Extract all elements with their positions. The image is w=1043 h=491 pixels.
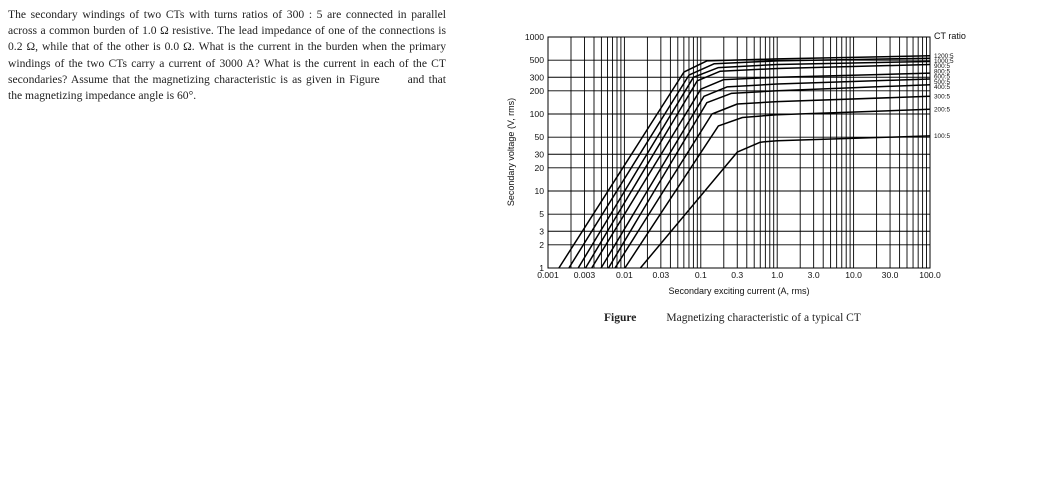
figure-caption-text: Magnetizing characteristic of a typical … <box>666 312 861 324</box>
series-line <box>639 135 931 269</box>
y-tick-label: 1 <box>539 263 544 273</box>
y-tick-label: 2 <box>539 240 544 250</box>
chart-grid <box>547 36 931 269</box>
x-tick-label: 1.0 <box>771 270 783 280</box>
x-tick-label: 0.3 <box>731 270 743 280</box>
chart-labels: Secondary voltage (V, rms) Secondary exc… <box>506 31 966 296</box>
series-line <box>584 63 931 269</box>
series-line <box>591 72 931 269</box>
series-line <box>607 83 931 269</box>
y-tick-label: 20 <box>534 163 544 173</box>
series-line <box>577 60 931 269</box>
legend-title: CT ratio <box>934 31 966 41</box>
series-label: 900:5 <box>934 63 950 70</box>
x-tick-label: 10.0 <box>845 270 862 280</box>
series-line <box>568 57 931 269</box>
y-tick-label: 200 <box>530 86 545 96</box>
y-tick-label: 1000 <box>525 32 544 42</box>
series-label: 200:5 <box>934 106 950 113</box>
series-label: 500:5 <box>934 79 950 86</box>
x-tick-label: 0.001 <box>537 270 559 280</box>
x-tick-label: 0.01 <box>616 270 633 280</box>
x-tick-label: 0.03 <box>652 270 669 280</box>
series-label: 1000:5 <box>934 58 954 65</box>
plot-frame <box>547 36 931 269</box>
figure-caption-label: Figure <box>604 312 637 324</box>
x-tick-label: 0.1 <box>695 270 707 280</box>
series-line <box>624 108 931 269</box>
y-tick-label: 3 <box>539 226 544 236</box>
y-tick-label: 100 <box>530 109 545 119</box>
series-label: 800:5 <box>934 68 950 75</box>
series-label: 600:5 <box>934 74 950 81</box>
x-tick-label: 0.003 <box>574 270 596 280</box>
problem-text: The secondary windings of two CTs with t… <box>8 7 446 104</box>
chart-ticks: 1000 500 300 200 100 50 30 20 10 5 3 2 10.001 0.003 0.… <box>525 32 954 280</box>
y-tick-label: 5 <box>539 209 544 219</box>
y-tick-label: 50 <box>534 132 544 142</box>
problem-text-part-2: and that the magnetizing impedance angle… <box>8 72 446 103</box>
x-tick-label: 100.0 <box>919 270 941 280</box>
series-label: 300:5 <box>934 93 950 100</box>
y-tick-label: 10 <box>534 186 544 196</box>
x-tick-label: 30.0 <box>882 270 899 280</box>
series-line <box>614 95 931 269</box>
series-line <box>558 55 931 269</box>
chart-series <box>558 55 931 269</box>
figure-caption: Figure Magnetizing characteristic of a ty… <box>604 312 861 324</box>
x-tick-label: 3.0 <box>808 270 820 280</box>
series-label: 1200:5 <box>934 53 954 60</box>
y-tick-label: 30 <box>534 149 544 159</box>
problem-text-part-1: The secondary windings of two CTs with t… <box>8 8 446 86</box>
series-label: 400:5 <box>934 84 950 91</box>
y-tick-label: 300 <box>530 72 545 82</box>
series-line <box>600 78 931 269</box>
y-axis-label: Secondary voltage (V, rms) <box>506 98 516 206</box>
series-label: 100:5 <box>934 133 950 140</box>
x-axis-label: Secondary exciting current (A, rms) <box>668 286 809 296</box>
y-tick-label: 500 <box>530 55 545 65</box>
